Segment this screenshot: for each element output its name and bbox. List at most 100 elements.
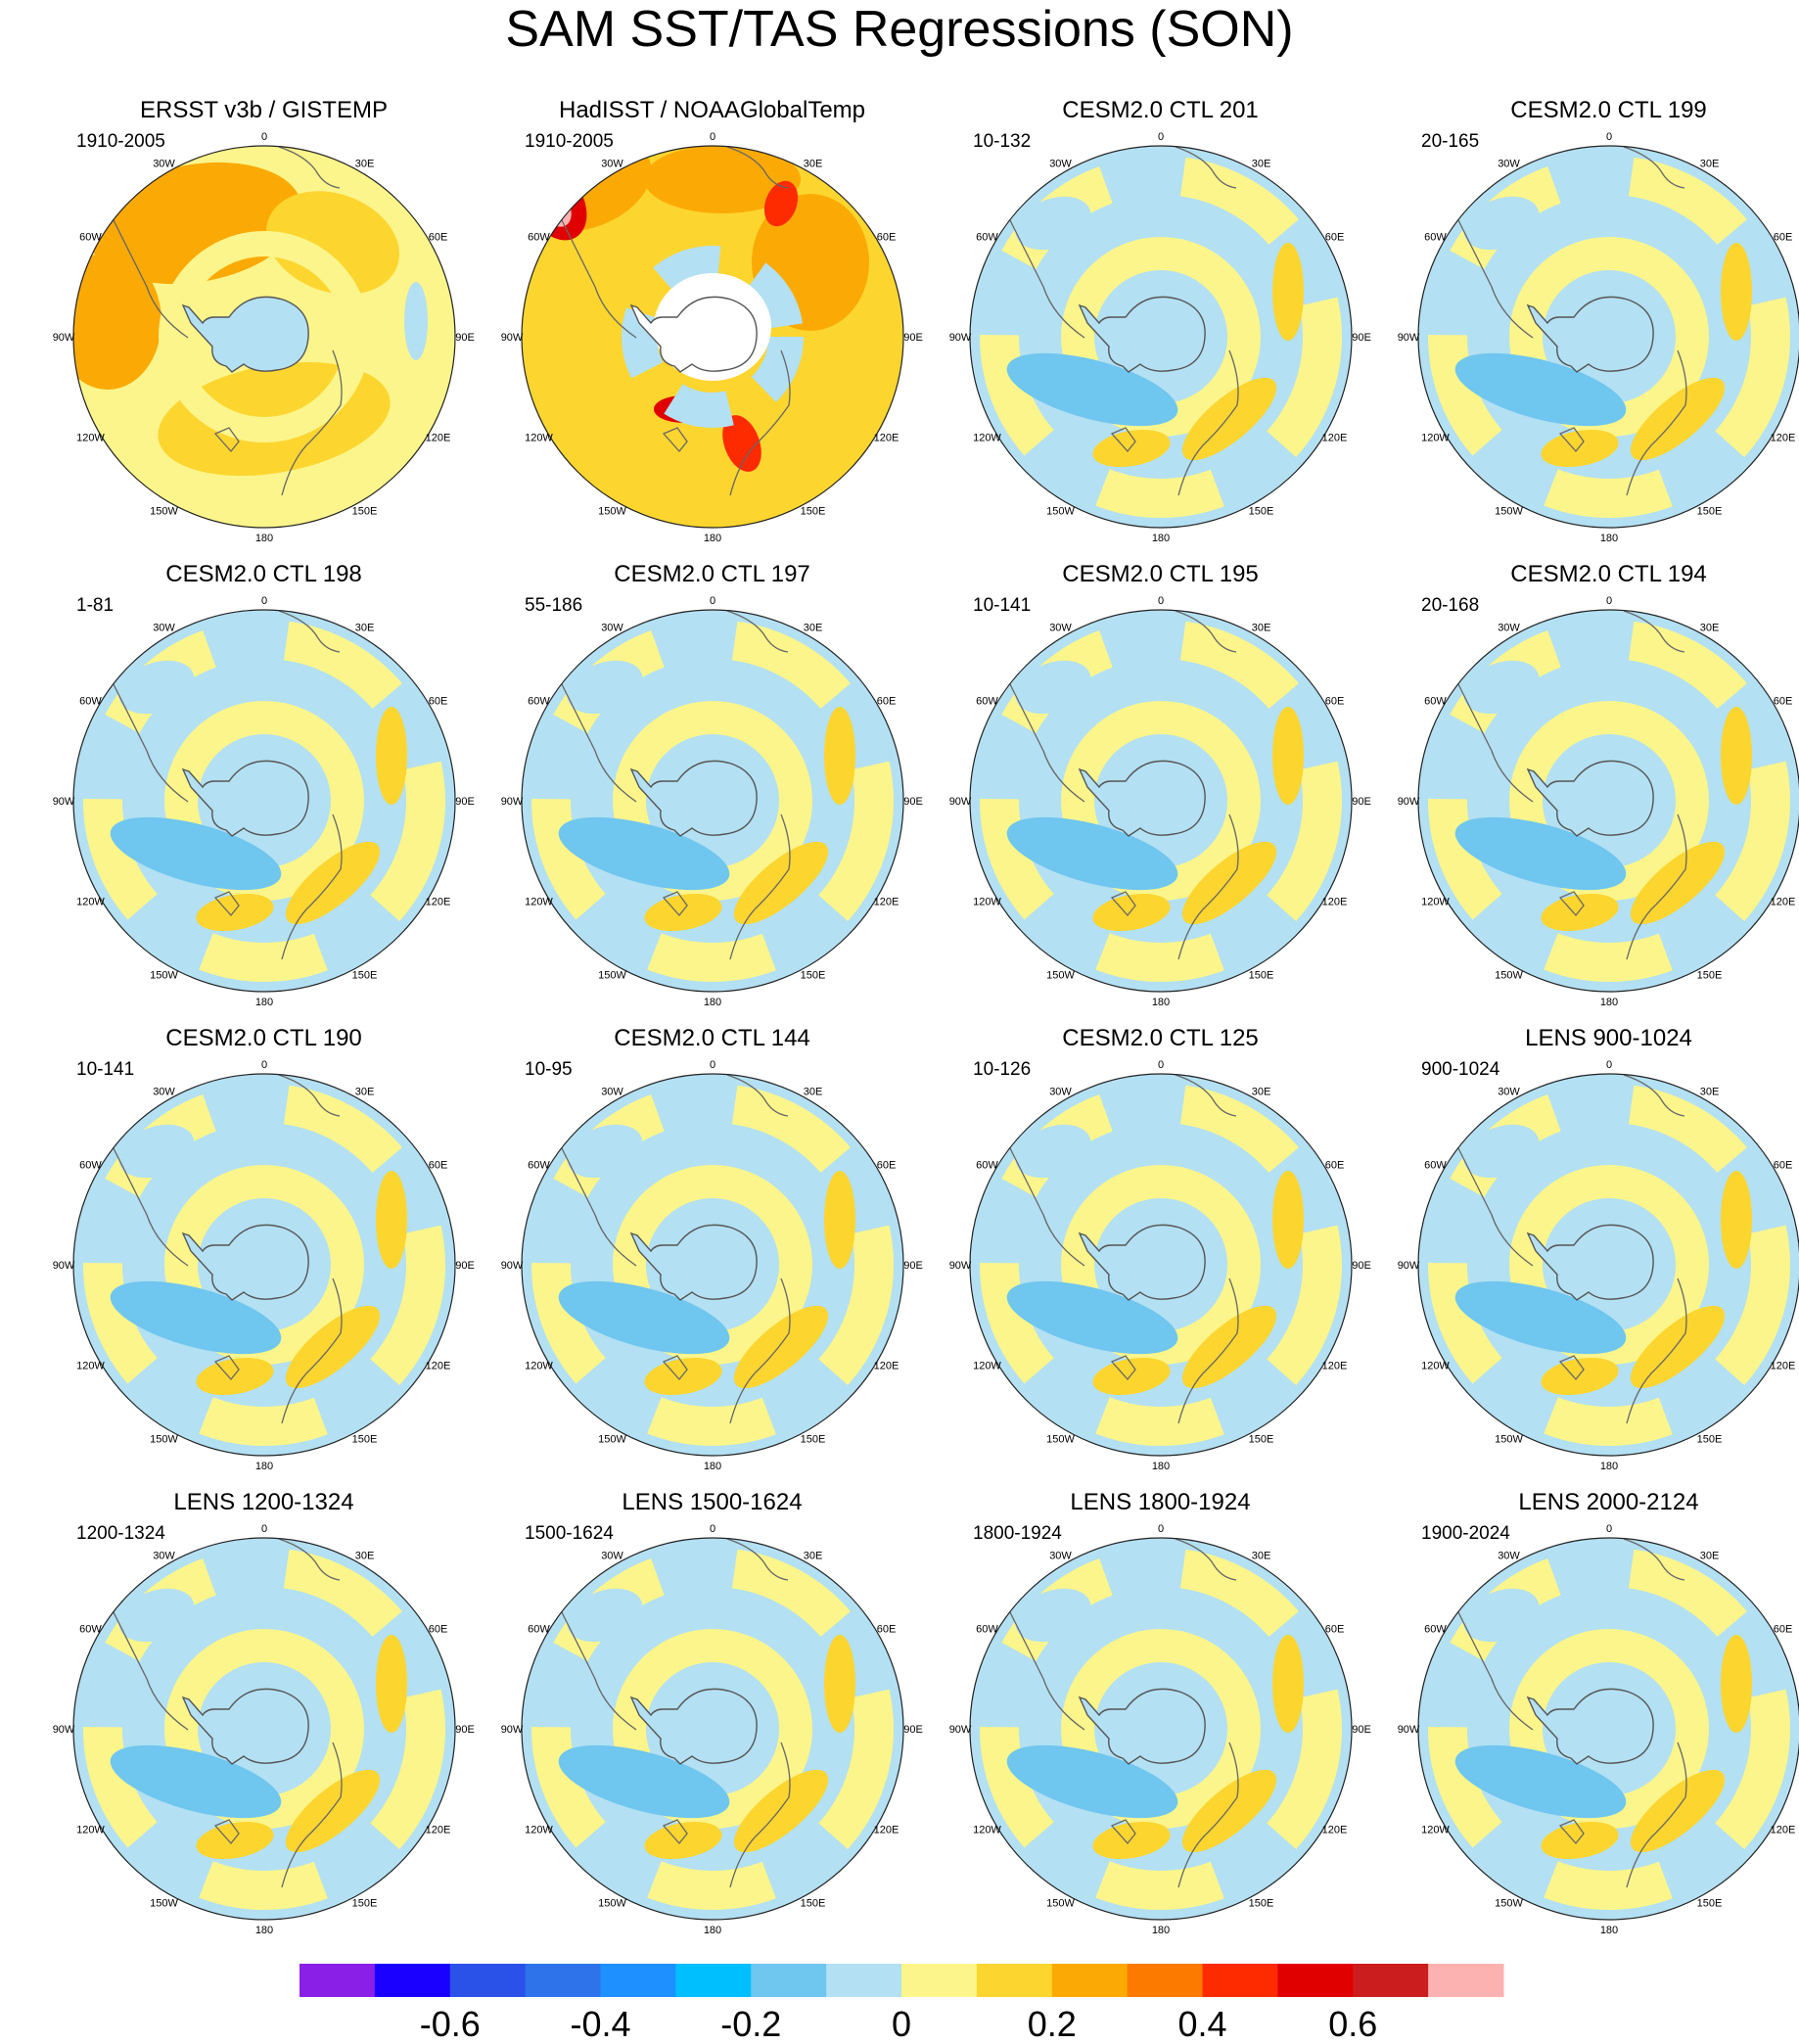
longitude-label: 60E (1774, 232, 1793, 244)
longitude-label: 60W (976, 696, 998, 708)
longitude-label: 60W (79, 1624, 102, 1636)
colorbar-swatch (976, 1964, 1053, 1997)
cool-anomaly (1454, 816, 1627, 891)
panel-title: CESM2.0 CTL 199 (1510, 97, 1707, 123)
longitude-label: 150E (801, 506, 826, 518)
longitude-label: 150E (1697, 1434, 1723, 1446)
longitude-label: 90W (501, 796, 524, 808)
panel-title: CESM2.0 CTL 197 (614, 561, 810, 587)
longitude-label: 180 (704, 533, 721, 544)
continent-coastline (1177, 349, 1239, 496)
cool-anomaly (110, 1280, 282, 1355)
longitude-label: 90W (949, 1260, 972, 1272)
longitude-label: 60E (429, 1624, 448, 1636)
panel-period: 1200-1324 (76, 1523, 165, 1544)
map-boundary (1417, 1537, 1799, 1921)
panel-period: 20-165 (1421, 131, 1480, 152)
longitude-label: 60W (976, 1160, 998, 1172)
longitude-label: 180 (1152, 1461, 1170, 1472)
longitude-label: 30W (153, 622, 175, 633)
cool-anomaly (1454, 1744, 1627, 1819)
warm-anomaly (73, 253, 161, 390)
longitude-label: 30W (1049, 1550, 1072, 1561)
longitude-label: 60E (1774, 696, 1793, 708)
warm-anomaly (1721, 243, 1752, 341)
continent-coastline (1110, 1355, 1136, 1381)
polar-map: 0 30E 60E 90E 120E 150E 180 150W 120W 90W 60W 30W (501, 1059, 923, 1472)
longitude-label: 90W (501, 1724, 524, 1736)
warm-anomaly (1630, 377, 1726, 461)
warm-anomaly (824, 707, 855, 805)
map-panel: 0 30E 60E 90E 120E 150E 180 150W 120W 90W 60W 30W CE… (39, 1024, 488, 1488)
warm-anomaly (644, 146, 801, 213)
warm-ring (1428, 620, 1790, 982)
colorbar-swatch (600, 1964, 676, 1997)
antarctica-coastline (181, 760, 309, 837)
continent-coastline (1626, 349, 1687, 496)
panel-title: CESM2.0 CTL 201 (1062, 97, 1259, 123)
longitude-label: 0 (710, 595, 715, 607)
longitude-label: 0 (1606, 1059, 1612, 1071)
colorbar-tick-label: 0 (891, 2004, 912, 2044)
longitude-label: 0 (261, 595, 267, 607)
warm-ring (980, 1548, 1342, 1910)
warm-anomaly (266, 191, 399, 295)
continent-coastline (107, 1136, 189, 1267)
continent-coastline (1177, 813, 1239, 960)
longitude-label: 30W (1049, 158, 1072, 169)
longitude-label: 120E (1771, 897, 1796, 908)
longitude-label: 90E (455, 1724, 475, 1736)
map-boundary (1417, 609, 1799, 993)
warm-ring (1428, 156, 1790, 518)
polar-map: 0 30E 60E 90E 120E 150E 180 150W 120W 90W 60W 30W (53, 595, 475, 1008)
longitude-label: 120E (874, 433, 900, 444)
cool-anomaly (567, 1124, 643, 1179)
longitude-label: 0 (1606, 1523, 1612, 1535)
cool-anomaly (404, 282, 428, 360)
warm-anomaly (1721, 1635, 1752, 1733)
continent-coastline (726, 610, 789, 653)
longitude-label: 30E (1700, 1550, 1720, 1561)
continent-coastline (1175, 1074, 1237, 1117)
antarctica-coastline (1078, 1688, 1206, 1765)
warm-ring (1428, 1548, 1790, 1910)
longitude-label: 150E (1249, 1898, 1274, 1910)
longitude-label: 180 (1152, 533, 1170, 544)
colorbar-swatch (1051, 1964, 1129, 1997)
longitude-label: 90W (53, 796, 75, 808)
longitude-label: 150W (598, 1434, 626, 1446)
map-panel: 0 30E 60E 90E 120E 150E 180 150W 120W 90W 60W 30W CE… (936, 1024, 1385, 1488)
longitude-label: 30E (1252, 622, 1271, 633)
continent-coastline (213, 1819, 240, 1845)
continent-coastline (1110, 427, 1136, 453)
colorbar-swatch (1127, 1964, 1203, 1997)
longitude-label: 60E (1325, 696, 1345, 708)
warm-anomaly (196, 1821, 274, 1860)
continent-coastline (1452, 672, 1534, 803)
continent-coastline (662, 891, 688, 917)
cool-anomaly (567, 1588, 643, 1643)
map-boundary (521, 1073, 904, 1457)
colorbar-tick-label: -0.4 (570, 2004, 631, 2044)
warm-ring (83, 620, 445, 982)
longitude-label: 30W (1498, 1086, 1520, 1097)
longitude-label: 60W (79, 1160, 102, 1172)
colorbar-tick-label: 0.2 (1027, 2004, 1077, 2044)
longitude-label: 60W (528, 1624, 550, 1636)
longitude-label: 120W (973, 897, 1001, 908)
warm-ring (1428, 1084, 1790, 1446)
antarctica-coastline (1078, 760, 1206, 837)
longitude-label: 90W (1398, 1260, 1420, 1272)
antarctica-coastline (1526, 296, 1654, 373)
panel-period: 10-95 (525, 1059, 573, 1080)
longitude-label: 30W (1049, 622, 1072, 633)
longitude-label: 30W (601, 622, 623, 633)
longitude-label: 90E (903, 1260, 923, 1272)
longitude-label: 60E (1325, 232, 1345, 244)
longitude-label: 120E (1322, 1361, 1348, 1372)
longitude-label: 150W (1046, 970, 1075, 982)
longitude-label: 90W (949, 1724, 972, 1736)
colorbar-swatch (374, 1964, 451, 1997)
warm-anomaly (644, 1357, 722, 1396)
cool-anomaly (1015, 196, 1091, 251)
